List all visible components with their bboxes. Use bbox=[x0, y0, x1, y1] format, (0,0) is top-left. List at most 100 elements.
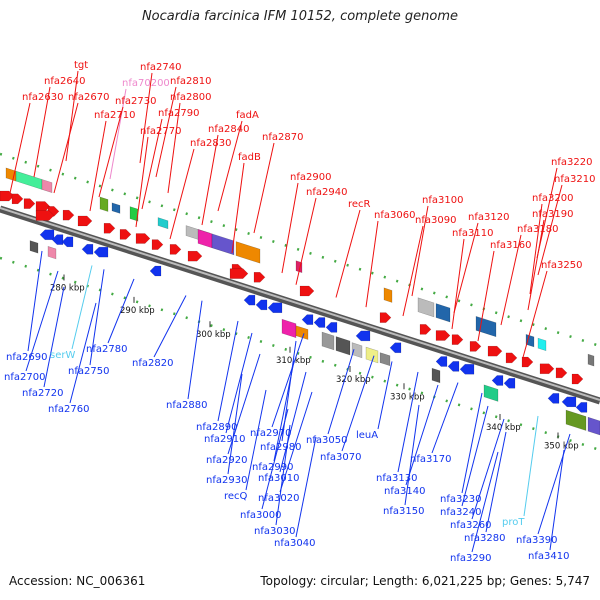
domain-block bbox=[435, 303, 451, 323]
label-leader bbox=[273, 360, 295, 462]
gene-label-bottom: nfa2990 bbox=[252, 462, 293, 473]
label-leader bbox=[500, 234, 522, 326]
label-leader bbox=[245, 389, 267, 491]
gene-label-top: nfa3200 bbox=[532, 193, 573, 204]
domain-block bbox=[197, 229, 213, 249]
gene-label-top: nfa2940 bbox=[306, 187, 347, 198]
label-leader bbox=[404, 404, 420, 506]
forward-gene bbox=[435, 330, 451, 341]
forward-gene bbox=[0, 190, 15, 202]
forward-gene bbox=[379, 312, 392, 323]
gene-label-top: nfa2810 bbox=[170, 76, 211, 87]
forward-gene bbox=[299, 285, 315, 297]
gene-label-top: nfa2870 bbox=[262, 132, 303, 143]
scale-tick-label: 320 kbp bbox=[336, 375, 371, 385]
gene-label-top: nfa3060 bbox=[374, 210, 415, 221]
scale-tick-label: 300 kbp bbox=[196, 330, 231, 340]
forward-gene bbox=[555, 367, 568, 379]
gene-label-bottom: nfa2880 bbox=[166, 400, 207, 411]
label-leader bbox=[295, 436, 317, 538]
forward-gene bbox=[35, 201, 51, 212]
label-leader bbox=[537, 184, 563, 276]
scale-tick-label: 350 kbp bbox=[544, 442, 579, 452]
domain-block bbox=[431, 367, 441, 384]
forward-gene bbox=[571, 373, 584, 385]
gene-label-top: nfa3210 bbox=[554, 174, 595, 185]
domain-block bbox=[41, 179, 53, 193]
domain-block bbox=[15, 170, 43, 190]
label-leader bbox=[187, 300, 203, 400]
gene-label-top: nfa3160 bbox=[490, 240, 531, 251]
forward-gene bbox=[77, 215, 93, 227]
forward-gene bbox=[62, 209, 75, 221]
reverse-gene bbox=[267, 302, 283, 314]
gene-label-bottom: nfa3240 bbox=[440, 507, 481, 518]
genome-summary: Topology: circular; Length: 6,021,225 bp… bbox=[260, 574, 590, 588]
domain-block bbox=[351, 342, 363, 359]
gene-label-top: nfa3110 bbox=[452, 228, 493, 239]
forward-gene bbox=[151, 239, 164, 250]
label-leader bbox=[225, 332, 253, 434]
forward-gene bbox=[35, 210, 55, 221]
reverse-gene bbox=[243, 294, 256, 306]
label-leader bbox=[227, 373, 243, 475]
label-leader bbox=[169, 148, 195, 240]
label-leader bbox=[135, 136, 149, 228]
backbone-highlight bbox=[0, 207, 600, 401]
gene-label-top: recR bbox=[348, 199, 371, 210]
gene-label-bottom: nfa2820 bbox=[132, 358, 173, 369]
label-leader bbox=[411, 205, 429, 297]
label-leader bbox=[141, 118, 163, 210]
gene-label-bottom: nfa2700 bbox=[4, 372, 45, 383]
label-leader bbox=[461, 392, 483, 494]
reverse-gene bbox=[39, 229, 55, 241]
scale-tick-label: 290 kbp bbox=[120, 306, 155, 316]
forward-gene bbox=[487, 345, 503, 357]
domain-block bbox=[47, 246, 57, 260]
label-leader bbox=[89, 269, 105, 366]
label-leader bbox=[281, 182, 299, 274]
label-leader bbox=[527, 219, 545, 311]
gene-label-bottom: nfa2690 bbox=[6, 352, 47, 363]
label-leader bbox=[485, 431, 507, 533]
forward-gene bbox=[505, 352, 518, 364]
gene-label-top: nfa3100 bbox=[422, 195, 463, 206]
reverse-gene bbox=[255, 299, 268, 311]
gene-label-top: tgt bbox=[74, 60, 88, 71]
label-leader bbox=[279, 371, 307, 473]
gene-label-bottom: proT bbox=[502, 517, 525, 528]
label-leader bbox=[9, 102, 31, 194]
reverse-gene bbox=[561, 396, 577, 408]
domain-block bbox=[537, 337, 547, 352]
label-leader bbox=[451, 238, 465, 330]
gene-label-bottom: nfa2750 bbox=[68, 366, 109, 377]
gene-label-bottom: nfa3070 bbox=[320, 452, 361, 463]
reverse-gene bbox=[435, 356, 448, 367]
label-leader bbox=[397, 371, 419, 473]
domain-block bbox=[525, 333, 535, 348]
label-leader bbox=[271, 333, 305, 428]
forward-gene bbox=[451, 334, 464, 345]
label-leader bbox=[529, 203, 543, 295]
domain-block bbox=[99, 196, 109, 212]
label-leader bbox=[201, 134, 219, 226]
genome-title: Nocardia farcinica IFM 10152, complete g… bbox=[141, 9, 459, 24]
forward-gene bbox=[229, 268, 249, 279]
gene-label-bottom: nfa3130 bbox=[376, 473, 417, 484]
label-leader bbox=[335, 209, 361, 298]
forward-gene bbox=[253, 272, 266, 283]
gene-label-bottom: nfa3020 bbox=[258, 493, 299, 504]
label-leader bbox=[65, 70, 79, 162]
label-leader bbox=[27, 250, 43, 352]
forward-gene bbox=[521, 356, 534, 368]
gene-label-top: nfa2670 bbox=[68, 92, 109, 103]
gene-label-bottom: nfa3030 bbox=[254, 526, 295, 537]
gene-label-bottom: recQ bbox=[224, 491, 248, 502]
lane-dots bbox=[0, 152, 600, 348]
reverse-gene bbox=[81, 243, 94, 255]
gene-label-bottom: nfa2920 bbox=[206, 455, 247, 466]
gene-label-top: fadB bbox=[238, 152, 261, 163]
gene-label-top: nfa2740 bbox=[140, 62, 181, 73]
forward-gene bbox=[169, 244, 182, 255]
